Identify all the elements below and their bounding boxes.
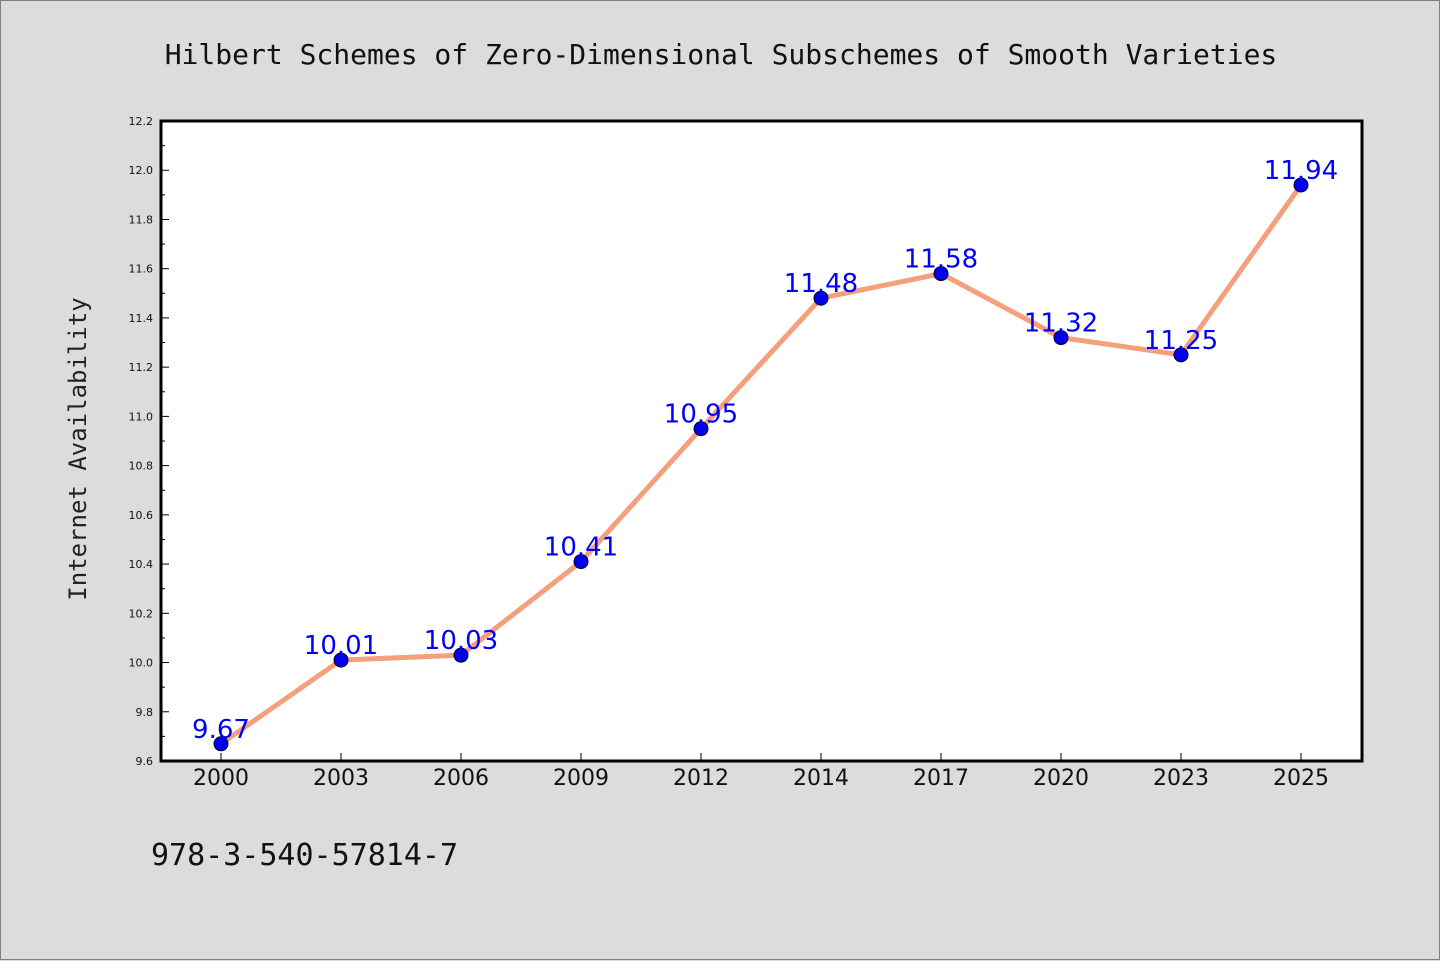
y-tick-label: 10.0	[129, 657, 154, 670]
data-point	[813, 290, 829, 306]
data-label: 11.25	[1144, 326, 1218, 356]
y-tick-label: 11.4	[129, 312, 154, 325]
series-line	[218, 182, 1304, 747]
data-point	[693, 421, 709, 437]
data-point	[1293, 177, 1309, 193]
data-point	[333, 652, 349, 668]
data-label: 11.48	[784, 269, 858, 299]
y-tick-label: 10.2	[129, 607, 154, 620]
x-tick-label: 2025	[1273, 766, 1329, 791]
y-tick-label: 12.2	[129, 115, 154, 128]
y-axis-label: Internet Availability	[64, 297, 92, 600]
data-label: 10.03	[424, 626, 498, 656]
plot-area	[159, 119, 1364, 763]
y-axis: 9.6 9.8 10.0 10.2 10.4 10.6 10.8 11.0 11.2 11.4 11…	[129, 115, 169, 768]
x-tick-label: 2003	[313, 766, 369, 791]
x-tick-label: 2006	[433, 766, 489, 791]
y-tick-label: 10.4	[129, 558, 154, 571]
chart-title: Hilbert Schemes of Zero-Dimensional Subs…	[165, 38, 1278, 71]
x-tick-label: 2017	[913, 766, 969, 791]
x-tick-label: 2009	[553, 766, 609, 791]
data-point	[213, 736, 229, 752]
y-tick-label: 9.6	[136, 755, 154, 768]
y-tick-label: 12.0	[129, 164, 154, 177]
x-tick-label: 2014	[793, 766, 849, 791]
y-tick-label: 11.8	[129, 213, 154, 226]
data-label: 11.58	[904, 245, 978, 275]
x-axis: 2000 2003 2006 2009 2012 2014 2017 2020 2023 2025	[193, 753, 1329, 791]
data-label: 9.67	[192, 715, 250, 745]
data-point	[1173, 347, 1189, 363]
data-label: 11.32	[1024, 309, 1098, 339]
data-label: 10.01	[304, 631, 378, 661]
data-label: 10.41	[544, 533, 618, 563]
x-tick-label: 2000	[193, 766, 249, 791]
data-point	[933, 266, 949, 282]
isbn-footer: 978-3-540-57814-7	[151, 838, 458, 873]
data-point	[453, 647, 469, 663]
y-tick-label: 10.6	[129, 509, 154, 522]
series-line-group	[218, 182, 1304, 747]
x-tick-label: 2020	[1033, 766, 1089, 791]
data-point	[573, 554, 589, 570]
data-labels: 9.67 10.01 10.03 10.41 10.95 11.48 11.58 11.32 1…	[192, 156, 1338, 745]
data-label: 10.95	[664, 400, 738, 430]
data-point	[1053, 330, 1069, 346]
x-tick-label: 2012	[673, 766, 729, 791]
y-tick-label: 10.8	[129, 460, 154, 473]
y-tick-label: 11.2	[129, 361, 154, 374]
data-markers	[213, 177, 1309, 752]
y-tick-label: 9.8	[136, 706, 154, 719]
y-tick-label: 11.0	[129, 410, 154, 423]
y-tick-label: 11.6	[129, 263, 154, 276]
x-tick-label: 2023	[1153, 766, 1209, 791]
data-label: 11.94	[1264, 156, 1338, 186]
